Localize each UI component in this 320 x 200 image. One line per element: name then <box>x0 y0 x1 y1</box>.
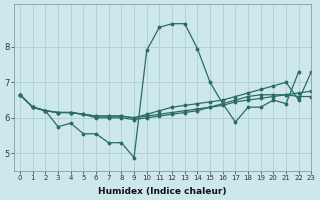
X-axis label: Humidex (Indice chaleur): Humidex (Indice chaleur) <box>98 187 227 196</box>
